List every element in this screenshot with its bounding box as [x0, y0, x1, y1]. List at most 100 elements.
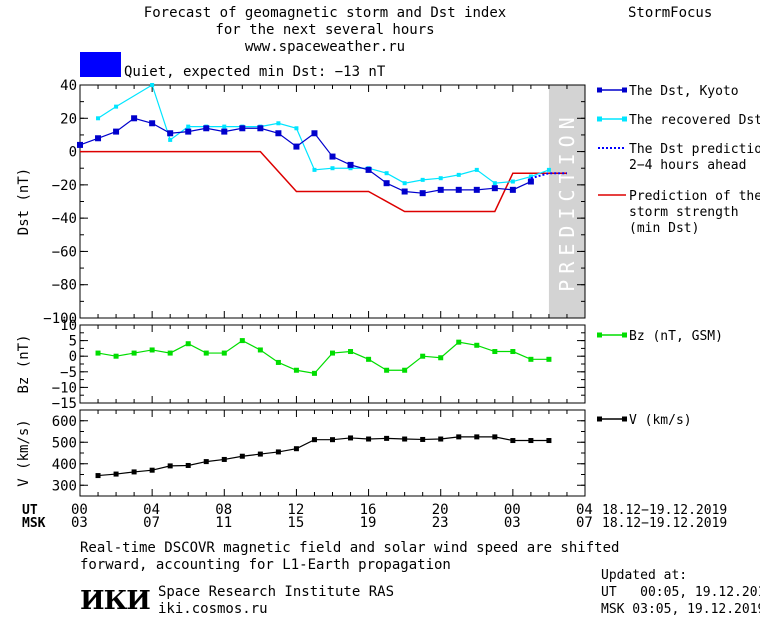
v-axis-label: V (km/s) — [16, 419, 32, 486]
y-tick-label: 10 — [60, 318, 77, 334]
recovered-dst-point — [276, 121, 281, 126]
bz-point — [528, 356, 534, 362]
status-swatch — [80, 52, 121, 77]
institute-name: Space Research Institute RAS — [158, 584, 395, 600]
bz-point — [311, 370, 317, 376]
solar-wind-speed-line — [97, 436, 549, 477]
solar-wind-speed-point — [239, 453, 245, 459]
kyoto-dst-point — [383, 180, 390, 187]
bz-point — [366, 356, 372, 362]
kyoto-dst-point — [311, 130, 318, 137]
ut-tick-label: 08 — [215, 502, 233, 518]
kyoto-dst-point — [203, 125, 210, 132]
kyoto-dst-point — [527, 178, 534, 185]
solar-wind-speed-point — [402, 436, 408, 442]
bz-point — [221, 350, 227, 356]
storm-strength-legend-label: storm strength — [629, 205, 739, 220]
solar-wind-speed-point — [113, 471, 119, 477]
kyoto-dst-point — [473, 186, 480, 193]
kyoto-dst-point — [419, 190, 426, 197]
recovered-dst-point — [114, 104, 119, 109]
bz-legend-marker — [597, 332, 602, 338]
y-tick-label: −20 — [52, 178, 77, 194]
recovered-dst-point — [474, 167, 479, 172]
bz-line — [97, 339, 549, 375]
brand-label: StormFocus — [628, 5, 713, 21]
kyoto-dst-legend-marker — [622, 87, 627, 93]
msk-tick-label: 03 — [71, 515, 88, 531]
updated-msk: MSK 03:05, 19.12.2019 — [601, 602, 760, 617]
y-tick-label: 500 — [52, 435, 77, 451]
solar-wind-speed-point — [293, 446, 299, 452]
solar-wind-speed-legend-marker — [597, 416, 602, 422]
recovered-dst-point — [348, 166, 353, 171]
msk-tick-label: 19 — [359, 515, 377, 531]
bz-point — [492, 349, 498, 355]
status-text: Quiet, expected min Dst: −13 nT — [124, 64, 386, 80]
y-tick-label: 300 — [52, 478, 77, 494]
ut-tick-label: 00 — [503, 502, 521, 518]
storm-strength-legend-label: (min Dst) — [629, 221, 699, 236]
recovered-dst-point — [384, 171, 389, 176]
recovered-dst-point — [330, 166, 335, 171]
bz-point — [546, 356, 552, 362]
msk-tick-label: 03 — [503, 515, 521, 531]
solar-wind-speed-point — [185, 462, 191, 468]
kyoto-dst-point — [437, 186, 444, 193]
kyoto-dst-point — [257, 125, 264, 132]
solar-wind-speed-point — [420, 436, 426, 442]
y-tick-label: 20 — [60, 111, 77, 127]
bz-legend-label: Bz (nT, GSM) — [629, 329, 723, 344]
footer-note-line2: forward, accounting for L1-Earth propaga… — [80, 557, 451, 573]
msk-tick-label: 07 — [143, 515, 160, 531]
bz-point — [293, 367, 299, 373]
recovered-dst-point — [222, 124, 227, 129]
bz-point — [95, 350, 101, 356]
storm-strength-line — [80, 150, 567, 213]
recovered-dst-legend-label: The recovered Dst — [629, 113, 760, 128]
kyoto-dst-legend-marker — [597, 87, 602, 93]
solar-wind-speed-point — [330, 437, 335, 443]
msk-date-range: 18.12−19.12.2019 — [602, 516, 728, 531]
y-tick-label: 5 — [69, 334, 77, 350]
bz-point — [384, 367, 390, 373]
bz-point — [185, 341, 191, 347]
kyoto-dst-legend-label: The Dst, Kyoto — [629, 84, 739, 99]
solar-wind-speed-point — [546, 438, 552, 444]
solar-wind-speed-point — [167, 463, 173, 469]
kyoto-dst-point — [131, 115, 138, 122]
recovered-dst-point — [456, 172, 461, 177]
bz-point — [275, 359, 281, 365]
recovered-dst-legend-marker — [622, 116, 627, 122]
institute-site[interactable]: iki.cosmos.ru — [158, 601, 268, 617]
recovered-dst-point — [438, 176, 443, 181]
legend-area: The Dst, Kyoto The recovered Dst The Dst p… — [597, 84, 760, 428]
bz-point — [239, 338, 245, 344]
bz-point — [113, 353, 119, 359]
y-tick-label: −15 — [52, 396, 77, 412]
bz-axis-label: Bz (nT) — [16, 334, 32, 393]
bz-point — [330, 350, 335, 356]
y-tick-label: −5 — [60, 365, 77, 381]
kyoto-dst-point — [329, 153, 336, 160]
bz-point — [456, 339, 462, 345]
solar-wind-speed-point — [384, 435, 390, 441]
bz-point — [257, 347, 263, 353]
ut-tick-label: 16 — [359, 502, 377, 518]
msk-tick-label: 07 — [576, 515, 593, 531]
ut-tick-label: 04 — [576, 502, 593, 518]
recovered-dst-point — [96, 116, 101, 121]
bz-point — [167, 350, 173, 356]
ut-tick-label: 12 — [287, 502, 305, 518]
solar-wind-speed-legend-label: V (km/s) — [629, 413, 692, 428]
solar-wind-speed-legend-marker — [622, 416, 627, 422]
y-tick-label: 600 — [52, 414, 77, 430]
solar-wind-speed-point — [438, 436, 444, 442]
bz-point — [402, 367, 408, 373]
ut-label: UT — [22, 503, 38, 518]
y-tick-label: 400 — [52, 457, 77, 473]
solar-wind-speed-point — [510, 438, 516, 444]
source-url[interactable]: www.spaceweather.ru — [244, 39, 406, 55]
kyoto-dst-point — [239, 125, 246, 132]
